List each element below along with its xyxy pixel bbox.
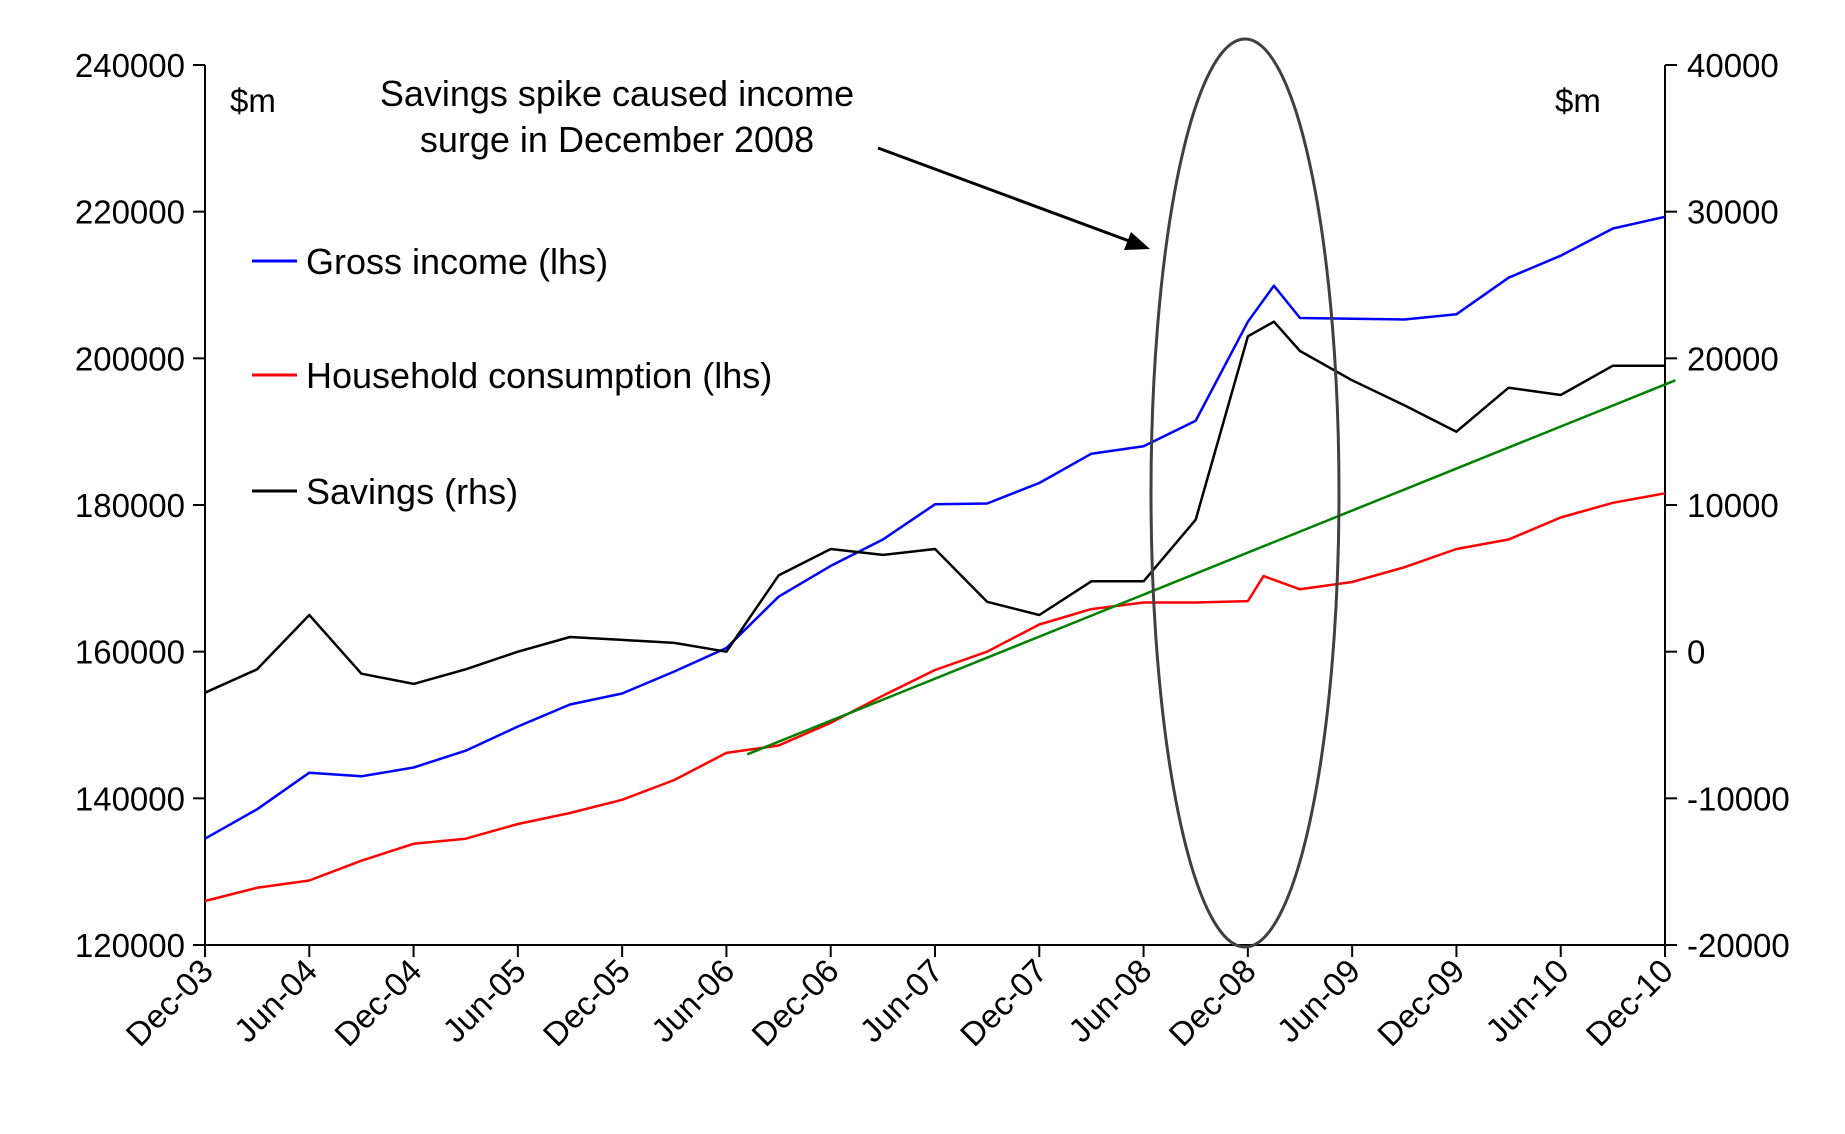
x-category-label: Dec-05 [536,952,637,1053]
x-category-label: Dec-10 [1579,952,1680,1053]
x-category-label: Jun-04 [227,952,325,1050]
right-tick-label: 40000 [1687,47,1779,84]
legend-label-gross-income: Gross income (lhs) [306,241,608,282]
x-axis-ticks: Dec-03 Jun-04 Dec-04 Jun-05 Dec-05 Jun-06 Dec-… [119,945,1680,1053]
legend-label-household-consumption: Household consumption (lhs) [306,355,772,396]
right-unit-label: $m [1555,82,1601,119]
annotation-arrow [877,146,1150,250]
x-category-label: Dec-08 [1161,952,1262,1053]
right-tick-label: 20000 [1687,340,1779,377]
left-tick-label: 200000 [75,340,185,377]
series-line-household-consumption-lhs [204,492,1666,903]
x-category-label: Dec-09 [1370,952,1471,1053]
x-category-label: Jun-10 [1478,952,1576,1050]
left-tick-label: 240000 [75,47,185,84]
right-tick-label: -20000 [1687,927,1790,964]
annotation-line-1: Savings spike caused income [380,73,854,114]
left-unit-label: $m [230,82,276,119]
right-tick-label: 10000 [1687,487,1779,524]
x-category-label: Jun-05 [435,952,533,1050]
legend-item-savings: Savings (rhs) [252,471,518,512]
highlight-ellipse [1149,37,1341,949]
x-category-label: Dec-03 [119,952,220,1053]
right-tick-label: 30000 [1687,194,1779,231]
right-axis-ticks: 40000 30000 20000 10000 0 -10000 -20000 [1665,47,1790,964]
series-layer [204,215,1676,903]
series-line-trend [746,379,1676,756]
x-category-label: Dec-06 [744,952,845,1053]
left-tick-label: 160000 [75,634,185,671]
legend-label-savings: Savings (rhs) [306,471,518,512]
x-category-label: Jun-07 [852,952,950,1050]
x-category-label: Jun-06 [644,952,742,1050]
x-category-label: Dec-07 [953,952,1054,1053]
x-category-label: Dec-04 [327,952,428,1053]
annotation-line-2: surge in December 2008 [420,119,814,160]
right-tick-label: -10000 [1687,780,1790,817]
left-axis-ticks: 240000 220000 200000 180000 160000 140000 1200… [75,47,205,964]
x-category-label: Jun-08 [1061,952,1159,1050]
x-category-label: Jun-09 [1270,952,1368,1050]
legend-item-household-consumption: Household consumption (lhs) [252,355,772,396]
right-tick-label: 0 [1687,634,1705,671]
legend-item-gross-income: Gross income (lhs) [252,241,608,282]
series-line-gross-income-lhs [204,215,1666,840]
left-tick-label: 120000 [75,927,185,964]
series-line-savings-rhs [204,320,1665,694]
left-tick-label: 140000 [75,780,185,817]
left-tick-label: 180000 [75,487,185,524]
legend: Gross income (lhs) Household consumption… [252,241,772,512]
left-tick-label: 220000 [75,194,185,231]
